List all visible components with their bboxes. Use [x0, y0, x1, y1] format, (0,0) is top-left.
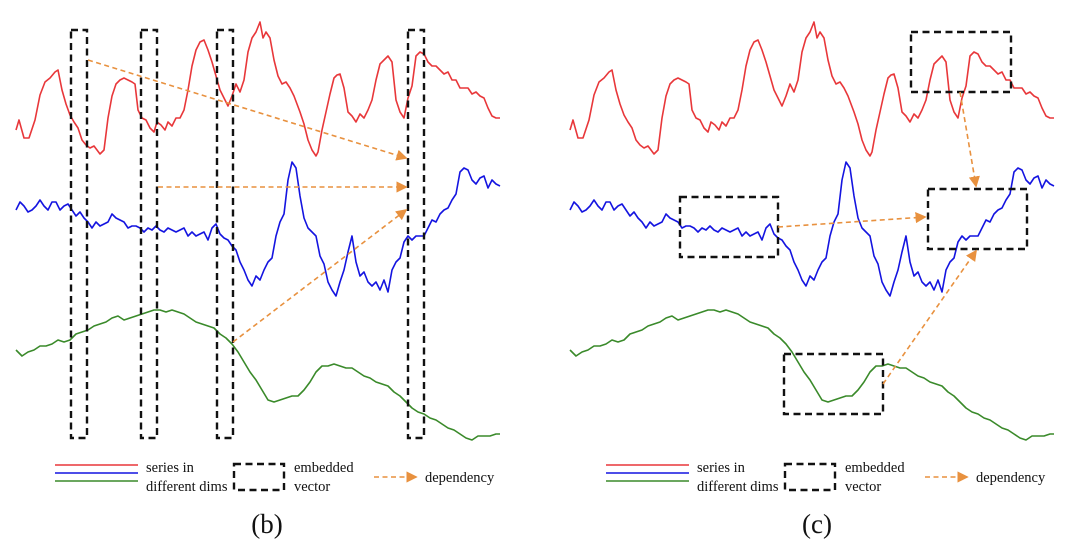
- legend-embedded-vector-swatch: [783, 462, 837, 492]
- legend-series-label-line2: different dims: [146, 479, 228, 495]
- legend-embedded-label-line2: vector: [294, 479, 330, 495]
- panel-b-embedded-vector-box-1: [69, 28, 89, 440]
- panel-b: [15, 21, 501, 441]
- panel-b-series-green: [15, 309, 500, 441]
- legend-embedded-label-line1: embedded: [845, 460, 905, 476]
- legend-series-label-line2: different dims: [697, 479, 779, 495]
- legend-dependency-label: dependency: [976, 470, 1046, 486]
- legend-dependency-label: dependency: [425, 470, 495, 486]
- panel-c-legend: series in different dims embedded vector…: [606, 460, 1046, 495]
- legend-embedded-label-line1: embedded: [294, 460, 354, 476]
- panel-b-dependency-arrow-3: [232, 208, 408, 343]
- panel-c-dependency-arrow-1: [959, 91, 980, 188]
- panel-c-dependency-arrow-2: [777, 212, 927, 228]
- legend-series-label-line1: series in: [146, 460, 195, 476]
- panel-b-legend: series in different dims embedded vector…: [55, 460, 495, 495]
- panel-c-series-red: [569, 21, 1054, 157]
- panel-c: [569, 21, 1055, 441]
- panel-b-series-blue: [15, 161, 501, 297]
- legend-embedded-vector-swatch: [232, 462, 286, 492]
- panel-c-series-blue: [569, 161, 1055, 297]
- panel-b-series-red: [15, 21, 500, 157]
- panel-b-embedded-vector-box-4: [406, 28, 426, 440]
- panel-c-embedded-vector-box-red: [909, 30, 1013, 94]
- panel-b-dependency-arrow-1: [87, 59, 408, 161]
- panel-b-embedded-vector-box-2: [139, 28, 159, 440]
- panel-c-embedded-vector-box-blue-left: [678, 195, 780, 259]
- legend-embedded-label-line2: vector: [845, 479, 881, 495]
- panel-c-caption: (c): [802, 509, 832, 539]
- panel-b-caption: (b): [251, 509, 282, 539]
- panel-c-embedded-vector-box-blue-right: [926, 187, 1029, 251]
- panel-b-embedded-vector-box-3: [215, 28, 235, 440]
- panel-c-series-green: [569, 309, 1054, 441]
- legend-series-label-line1: series in: [697, 460, 746, 476]
- panel-c-dependency-arrow-3: [882, 249, 977, 385]
